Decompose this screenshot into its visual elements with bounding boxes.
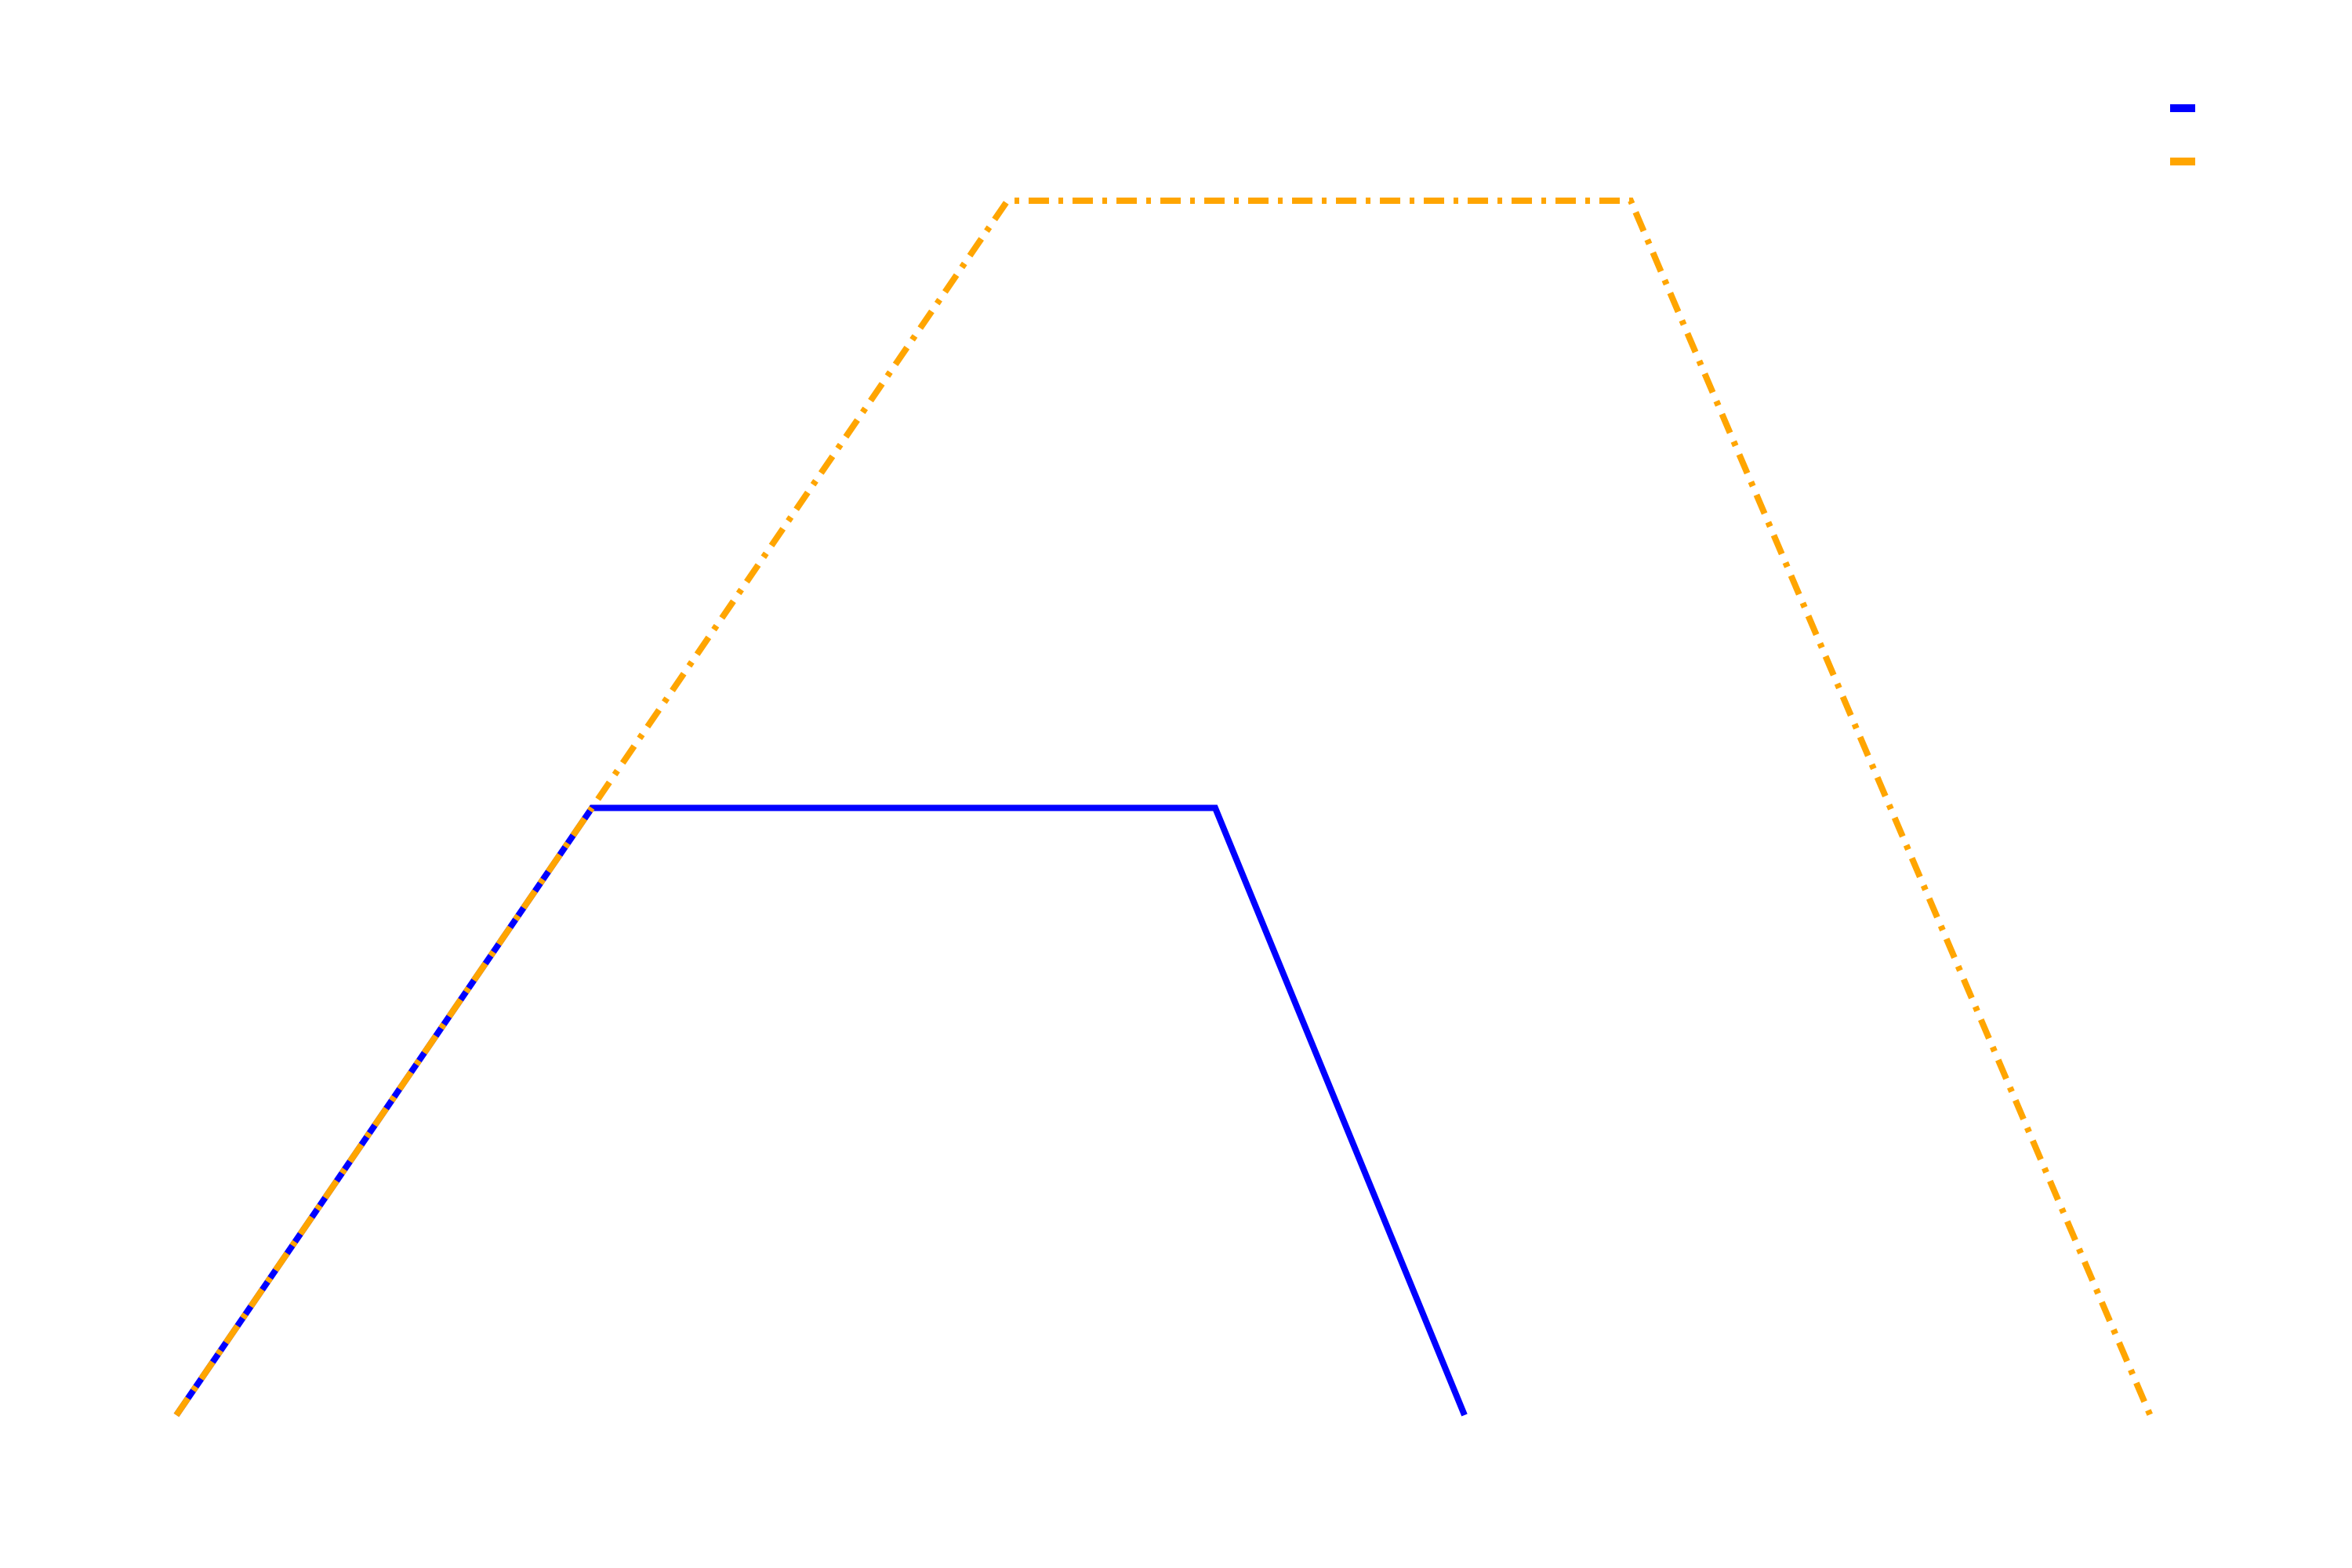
series-line-1	[173, 804, 1468, 1417]
legend	[2170, 104, 2195, 165]
series-line-2-overlap	[173, 806, 595, 1417]
plot-area	[173, 198, 2154, 1417]
